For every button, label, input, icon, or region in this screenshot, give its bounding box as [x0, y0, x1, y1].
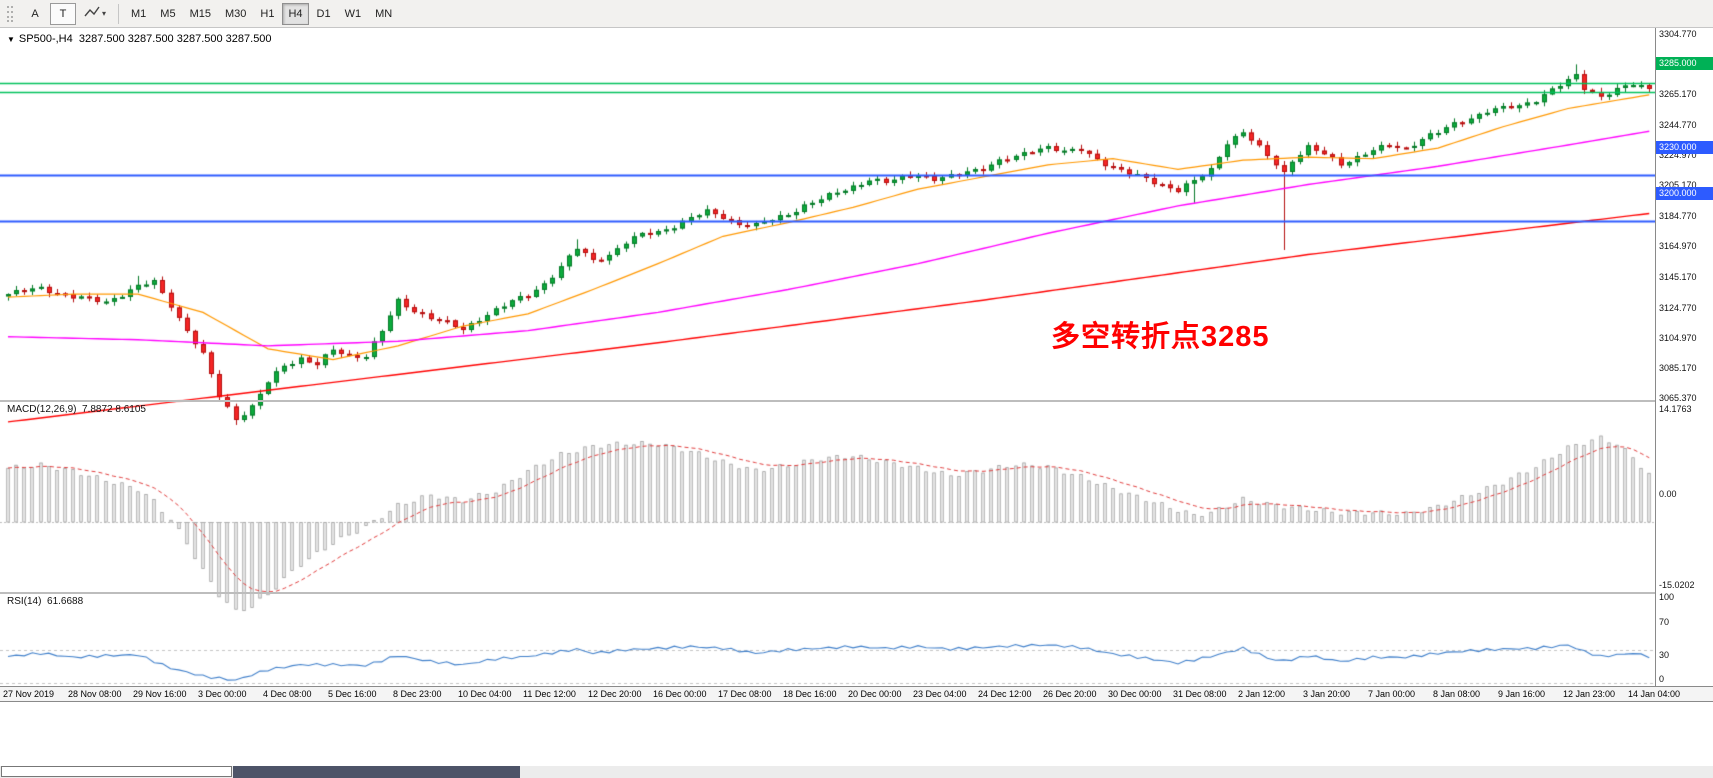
timeframe-button-m1[interactable]: M1: [131, 7, 147, 20]
chart-bottom-edge: [0, 701, 1713, 702]
time-axis-label: 31 Dec 08:00: [1173, 689, 1227, 699]
macd-scale-tick: 14.1763: [1659, 403, 1692, 414]
price-tick: 3065.370: [1659, 392, 1697, 403]
time-axis-label: 27 Nov 2019: [3, 689, 55, 699]
time-axis-label: 17 Dec 08:00: [718, 689, 772, 699]
main-chart-canvas[interactable]: [0, 56, 1655, 428]
time-axis-label: 3 Jan 20:00: [1303, 689, 1351, 699]
macd-name: MACD(12,26,9): [7, 404, 77, 415]
time-axis-label: 8 Jan 08:00: [1433, 689, 1481, 699]
price-badge: 3285.000: [1656, 57, 1713, 71]
time-axis-label: 11 Dec 12:00: [523, 689, 576, 699]
time-axis-label: 9 Jan 16:00: [1498, 689, 1546, 699]
price-tick: 3304.770: [1659, 28, 1697, 39]
price-tick: 3265.170: [1659, 88, 1697, 99]
time-axis-label: 8 Dec 23:00: [393, 689, 442, 699]
toolbar: A T ▾ M1 M5 M15 M30 H1 H4 D1 W1 MN: [0, 0, 1713, 28]
panel-separator-macd[interactable]: [0, 400, 1713, 402]
trendline-icon: [84, 6, 100, 21]
time-axis-label: 4 Dec 08:00: [263, 689, 312, 699]
macd-scale-tick: -15.0202: [1659, 579, 1695, 590]
scrollbar-track-box: [1, 766, 232, 777]
time-axis-label: 12 Jan 23:00: [1563, 689, 1616, 699]
price-tick: 3124.770: [1659, 302, 1697, 313]
timeframe-button-h1[interactable]: H1: [260, 7, 275, 20]
rsi-scale-tick: 70: [1659, 616, 1670, 627]
rsi-label: RSI(14) 61.6688: [7, 596, 83, 607]
chart-title: ▼ SP500-,H4 3287.500 3287.500 3287.500 32…: [7, 33, 272, 45]
time-axis-label: 20 Dec 00:00: [848, 689, 902, 699]
collapse-icon[interactable]: ▼: [7, 35, 15, 44]
price-tick: 3145.170: [1659, 271, 1697, 282]
time-axis-label: 12 Dec 20:00: [588, 689, 642, 699]
timeframe-button-mn[interactable]: MN: [375, 7, 393, 20]
rsi-name: RSI(14): [7, 596, 42, 607]
chart-text-annotation: 多空转折点3285: [1051, 321, 1270, 353]
chart-frame: [0, 28, 1713, 714]
price-tick: 3164.970: [1659, 241, 1697, 252]
price-badge: 3200.000: [1656, 186, 1713, 200]
panel-separator-rsi[interactable]: [0, 592, 1713, 594]
timeframe-group: M1 M5 M15 M30 H1 H4 D1 W1 MN: [124, 2, 399, 25]
price-scale[interactable]: 3304.770 3265.170 3244.770 3224.970 3205.170…: [1655, 28, 1713, 701]
time-axis-label: 2 Jan 12:00: [1238, 689, 1286, 699]
timeframe-button-w1[interactable]: W1: [344, 7, 362, 20]
price-tick: 3224.970: [1659, 150, 1697, 161]
price-tick: 3184.770: [1659, 211, 1697, 222]
draw-tool-button[interactable]: ▾: [78, 3, 112, 25]
time-axis-label: 3 Dec 00:00: [198, 689, 247, 699]
time-axis-label: 24 Dec 12:00: [978, 689, 1032, 699]
price-tick: 3205.170: [1659, 180, 1697, 191]
rsi-scale-tick: 100: [1659, 592, 1675, 603]
macd-values: 7.8872 8.6105: [82, 404, 146, 415]
time-axis-label: 5 Dec 16:00: [328, 689, 377, 699]
rsi-values: 61.6688: [47, 596, 84, 607]
macd-label: MACD(12,26,9) 7.8872 8.6105: [7, 404, 146, 415]
macd-scale-tick: 0.00: [1659, 489, 1677, 500]
timeframe-button-d1[interactable]: D1: [316, 7, 331, 20]
time-axis-label: 23 Dec 04:00: [913, 689, 967, 699]
toolbar-grip-icon[interactable]: [3, 4, 17, 24]
symbol-period-label: SP500-,H4: [18, 33, 73, 45]
macd-indicator-canvas[interactable]: [0, 430, 1655, 620]
rsi-scale-tick: 0: [1659, 674, 1665, 685]
rsi-scale-tick: 30: [1659, 649, 1670, 660]
timeframe-button-m5[interactable]: M5: [160, 7, 176, 20]
timeframe-button-h4[interactable]: H4: [282, 2, 309, 25]
toolbar-separator: [118, 3, 120, 24]
time-axis-label: 16 Dec 00:00: [653, 689, 707, 699]
ohlc-values: 3287.500 3287.500 3287.500 3287.500: [78, 33, 272, 45]
time-axis-label: 7 Jan 00:00: [1368, 689, 1416, 699]
time-axis[interactable]: 27 Nov 2019 28 Nov 08:00 29 Nov 16:00 3 Dec…: [0, 686, 1713, 701]
chevron-down-icon: ▾: [102, 9, 107, 18]
time-axis-label: 30 Dec 00:00: [1108, 689, 1162, 699]
time-axis-label: 18 Dec 16:00: [783, 689, 837, 699]
time-axis-label: 26 Dec 20:00: [1043, 689, 1097, 699]
price-tick: 3085.170: [1659, 362, 1697, 373]
price-tick: 3244.770: [1659, 119, 1697, 130]
scrollbar-handle[interactable]: [233, 766, 520, 778]
price-tick: 3104.970: [1659, 332, 1697, 343]
cursor-mode-button[interactable]: A: [31, 7, 39, 20]
price-badge: 3230.000: [1656, 140, 1713, 154]
time-axis-label: 28 Nov 08:00: [68, 689, 122, 699]
horizontal-scrollbar[interactable]: [0, 766, 1713, 778]
timeframe-button-m30[interactable]: M30: [224, 7, 247, 20]
text-tool-button[interactable]: T: [50, 2, 76, 25]
timeframe-button-m15[interactable]: M15: [189, 7, 211, 20]
time-axis-label: 29 Nov 16:00: [133, 689, 187, 699]
time-axis-label: 10 Dec 04:00: [458, 689, 512, 699]
time-axis-label: 14 Jan 04:00: [1628, 689, 1681, 699]
